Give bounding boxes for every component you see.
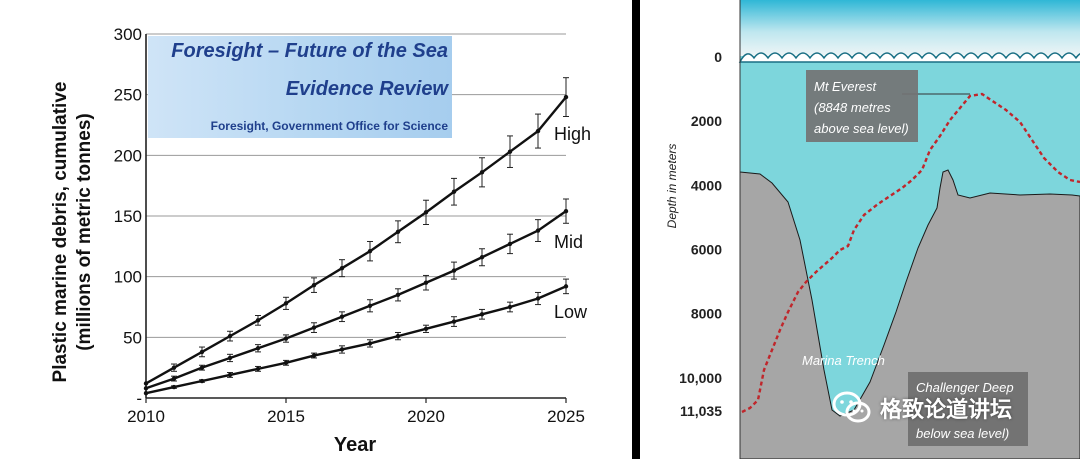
data-point-low [535,296,541,301]
series-line-low [145,285,567,395]
x-tick-label: 2010 [127,407,165,426]
panel-divider [632,0,640,459]
challenger-callout-line3: below sea level) [916,426,1009,441]
data-point-low [339,347,345,352]
data-point-mid [199,365,205,370]
data-point-low [423,326,429,332]
depth-tick-label: 8000 [691,306,722,322]
everest-callout-line1: Mt Everest [814,79,878,94]
data-point-low [227,372,233,378]
everest-callout-line3: above sea level) [814,121,909,136]
challenger-callout-box [908,372,1028,446]
x-tick-label: 2015 [267,407,305,426]
series-label-low: Low [554,302,588,322]
depth-axis-title: Depth in meters [665,144,679,229]
data-point-high [563,94,569,100]
data-point-low [507,304,513,310]
data-point-low [479,312,485,317]
series-label-high: High [554,124,591,144]
data-point-low [171,384,177,390]
data-point-high [507,149,513,154]
y-tick-label: 250 [114,86,142,105]
data-point-mid [395,292,401,298]
depth-tick-label: 0 [714,49,722,65]
data-point-low [143,390,149,396]
data-point-high [479,170,485,175]
data-point-mid [255,346,261,351]
data-point-low [311,353,317,358]
data-point-mid [535,228,541,233]
depth-tick-label: 11,035 [680,403,722,419]
y-tick-label: 150 [114,207,142,226]
data-point-mid [423,280,429,285]
banner-subtitle: Evidence Review [285,78,448,100]
x-tick-label: 2025 [547,407,585,426]
plastic-debris-chart-panel: - 50 100 150 200 250 300 2010 2015 2020 2025 High… [50,25,592,456]
data-point-high [535,128,541,134]
ocean-depth-diagram-panel: Mt Everest (8848 metres above sea level)… [640,0,1080,459]
depth-tick-label: 6000 [691,241,722,257]
series-label-mid: Mid [554,232,583,252]
data-point-low [451,319,457,324]
y-tick-label: 300 [114,25,142,44]
everest-callout-box [806,70,918,142]
data-point-high [423,210,429,215]
data-point-high [451,189,457,194]
x-axis-title: Year [334,434,376,456]
sea-surface-waves [738,52,1080,63]
data-point-high [171,365,177,370]
watermark-text: 格致论道讲坛 [880,398,1013,423]
y-tick-label: 100 [114,268,142,287]
depth-tick-label: 4000 [691,177,722,193]
sky-band [740,0,1080,58]
data-point-high [367,248,373,254]
data-point-mid [367,303,373,308]
data-point-mid [507,241,513,247]
data-point-high [255,318,261,323]
data-point-high [143,381,149,386]
series-line-mid [145,210,567,390]
data-point-high [339,265,345,271]
y-tick-label: 200 [114,146,142,165]
data-point-high [227,333,233,339]
data-point-high [199,349,205,355]
data-point-high [283,301,289,306]
challenger-callout-line1: Challenger Deep [916,380,1014,395]
data-point-mid [563,208,569,214]
series-line-high [145,96,567,385]
banner-title: Foresight – Future of the Sea [171,40,448,62]
marina-trench-label: Marina Trench [802,353,885,368]
data-point-low [563,284,569,289]
data-point-mid [479,255,485,260]
data-point-mid [339,314,345,319]
data-point-mid [283,336,289,341]
data-point-mid [143,386,149,391]
wechat-watermark: 格致论道讲坛 [832,388,1012,428]
data-point-mid [451,268,457,273]
y-tick-label: - [136,389,142,408]
y-axis-title-line2: (millions of metric tonnes) [74,113,95,351]
data-point-mid [311,325,317,330]
x-tick-label: 2020 [407,407,445,426]
data-point-low [367,341,373,346]
data-point-mid [171,376,177,381]
wechat-icon [832,391,871,423]
data-point-high [395,229,401,234]
depth-tick-label: 10,000 [679,370,722,386]
y-tick-label: 50 [123,328,142,347]
y-axis-title-line1: Plastic marine debris, cumulative [50,82,71,383]
ocean-depth-diagram: Mt Everest (8848 metres above sea level)… [640,0,1080,459]
plastic-debris-line-chart: - 50 100 150 200 250 300 2010 2015 2020 2025 High… [50,25,591,456]
data-point-low [199,378,205,384]
banner-source: Foresight, Government Office for Science [210,119,448,133]
data-point-low [255,366,261,372]
everest-callout-line2: (8848 metres [814,100,891,115]
data-point-low [283,360,289,366]
depth-tick-label: 2000 [691,113,722,129]
data-point-high [311,282,317,288]
data-point-mid [227,355,233,361]
foresight-banner: Foresight – Future of the Sea Evidence R… [148,36,452,138]
data-point-low [395,333,401,339]
